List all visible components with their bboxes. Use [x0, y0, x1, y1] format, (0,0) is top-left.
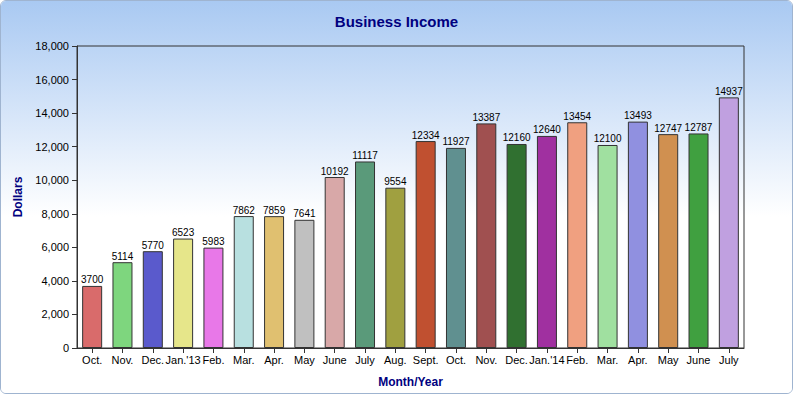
svg-text:Feb.: Feb. — [202, 354, 224, 366]
svg-text:5114: 5114 — [112, 251, 134, 262]
svg-text:July: July — [719, 354, 739, 366]
svg-text:7862: 7862 — [233, 205, 256, 216]
svg-text:5770: 5770 — [142, 240, 165, 251]
svg-text:10192: 10192 — [321, 166, 349, 177]
svg-text:2,000: 2,000 — [41, 308, 69, 320]
svg-text:3700: 3700 — [81, 274, 104, 285]
svg-text:Jan.'13: Jan.'13 — [166, 354, 201, 366]
svg-text:6,000: 6,000 — [41, 241, 69, 253]
svg-text:Apr.: Apr. — [264, 354, 284, 366]
svg-text:Nov.: Nov. — [475, 354, 497, 366]
svg-text:8,000: 8,000 — [41, 208, 69, 220]
svg-text:5983: 5983 — [202, 236, 225, 247]
svg-text:13454: 13454 — [563, 111, 591, 122]
svg-text:Dec.: Dec. — [141, 354, 164, 366]
svg-text:12334: 12334 — [412, 130, 440, 141]
svg-text:11117: 11117 — [352, 150, 378, 161]
svg-text:12100: 12100 — [594, 133, 622, 144]
svg-text:6523: 6523 — [172, 227, 195, 238]
svg-text:Apr.: Apr. — [628, 354, 648, 366]
svg-text:10,000: 10,000 — [35, 174, 69, 186]
svg-text:Nov.: Nov. — [112, 354, 134, 366]
svg-text:Dollars: Dollars — [11, 176, 25, 217]
svg-text:7859: 7859 — [263, 205, 286, 216]
svg-text:4,000: 4,000 — [41, 275, 69, 287]
svg-text:12747: 12747 — [654, 123, 682, 134]
svg-text:Sept.: Sept. — [413, 354, 439, 366]
svg-text:13493: 13493 — [624, 110, 652, 121]
svg-text:June: June — [323, 354, 347, 366]
svg-text:June: June — [687, 354, 711, 366]
svg-text:July: July — [355, 354, 375, 366]
svg-text:13387: 13387 — [472, 112, 500, 123]
svg-text:Mar.: Mar. — [597, 354, 618, 366]
svg-text:Business Income: Business Income — [335, 13, 458, 30]
svg-text:0: 0 — [63, 342, 69, 354]
svg-text:16,000: 16,000 — [35, 74, 69, 86]
svg-text:12,000: 12,000 — [35, 141, 69, 153]
svg-text:12160: 12160 — [503, 132, 531, 143]
svg-text:12787: 12787 — [685, 122, 713, 133]
svg-text:May: May — [658, 354, 679, 366]
svg-text:Dec.: Dec. — [505, 354, 528, 366]
svg-text:Mar.: Mar. — [233, 354, 254, 366]
svg-text:Jan.'14: Jan.'14 — [529, 354, 564, 366]
svg-text:Feb.: Feb. — [566, 354, 588, 366]
svg-text:May: May — [294, 354, 315, 366]
svg-text:9554: 9554 — [384, 176, 407, 187]
svg-text:12640: 12640 — [533, 124, 561, 135]
svg-text:7641: 7641 — [293, 208, 316, 219]
svg-text:Oct.: Oct. — [82, 354, 102, 366]
svg-text:18,000: 18,000 — [35, 40, 69, 52]
svg-text:14,000: 14,000 — [35, 107, 69, 119]
svg-text:Aug.: Aug. — [384, 354, 407, 366]
svg-text:Month/Year: Month/Year — [378, 375, 443, 389]
svg-text:14937: 14937 — [715, 86, 743, 97]
svg-text:Oct.: Oct. — [446, 354, 466, 366]
svg-text:11927: 11927 — [442, 136, 470, 147]
